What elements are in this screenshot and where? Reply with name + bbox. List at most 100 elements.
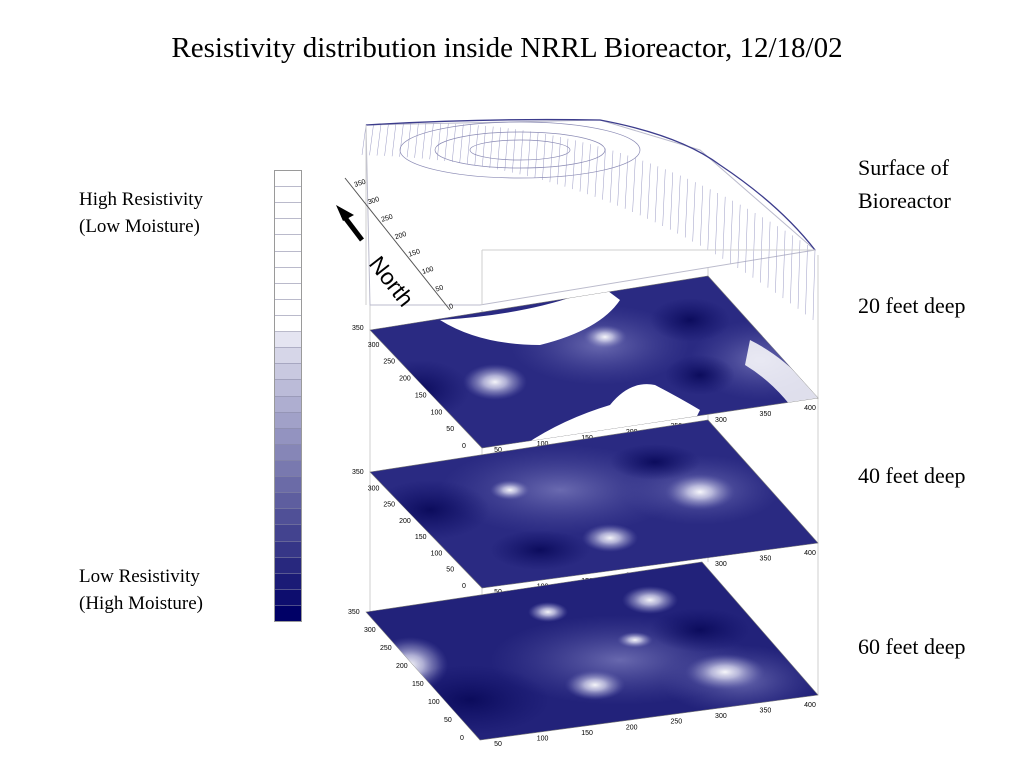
surface-mesh-line bbox=[587, 144, 591, 195]
surface-mesh-line bbox=[497, 127, 501, 170]
surface-mesh-line bbox=[451, 123, 457, 162]
layer40-x-tick: 300 bbox=[715, 561, 727, 568]
legend-low-line1: Low Resistivity bbox=[79, 566, 200, 587]
layer-40ft-map: 3503002502001501005005010015020025030035… bbox=[352, 419, 819, 596]
surface-axis-tick: 300 bbox=[367, 196, 380, 206]
surface-mesh-line bbox=[782, 230, 786, 299]
surface-mesh-line bbox=[609, 150, 614, 203]
page-title: Resistivity distribution inside NRRL Bio… bbox=[171, 32, 843, 64]
north-arrow-icon bbox=[336, 205, 364, 242]
layer20-y-tick: 350 bbox=[352, 325, 364, 332]
surface-axis-tick: 50 bbox=[435, 284, 445, 293]
layer40-y-tick: 100 bbox=[431, 550, 443, 557]
surface-axis-tick: 100 bbox=[421, 266, 434, 276]
layer40-y-tick: 0 bbox=[462, 583, 466, 590]
colorbar-step bbox=[275, 589, 301, 606]
colorbar-step bbox=[275, 187, 301, 204]
surface-mesh-line bbox=[737, 204, 741, 269]
layer40-y-tick: 250 bbox=[383, 502, 395, 509]
surface-mesh-line bbox=[436, 123, 442, 161]
surface-mesh-line bbox=[376, 124, 382, 156]
layer20-y-tick: 50 bbox=[446, 426, 454, 433]
colorbar-step bbox=[275, 267, 301, 284]
surface-mesh-line bbox=[767, 221, 771, 288]
surface-mesh-line bbox=[414, 123, 419, 158]
colorbar-step bbox=[275, 412, 301, 429]
colorbar-step bbox=[275, 315, 301, 333]
surface-mesh-line bbox=[812, 249, 816, 321]
surface-mesh-line bbox=[730, 200, 733, 264]
surface-mesh-line bbox=[722, 196, 726, 259]
layer-60ft-label: 60 feet deep bbox=[858, 634, 966, 659]
colorbar-step bbox=[275, 251, 301, 268]
surface-mesh-line bbox=[677, 175, 681, 234]
layer60-x-tick: 300 bbox=[715, 713, 727, 720]
colorbar-step bbox=[275, 460, 301, 478]
surface-mesh-line bbox=[527, 131, 531, 177]
layer60-x-tick: 100 bbox=[537, 735, 549, 742]
surface-mesh-line bbox=[797, 240, 801, 309]
legend-high-line1: High Resistivity bbox=[79, 189, 204, 210]
surface-axis-tick: 200 bbox=[394, 231, 407, 241]
layer60-x-tick: 50 bbox=[494, 741, 502, 748]
surface-mesh-line bbox=[654, 166, 659, 223]
colorbar-step bbox=[275, 203, 301, 220]
surface-mesh-line bbox=[805, 244, 808, 315]
surface-mesh-line bbox=[745, 208, 748, 273]
surface-axis-tick: 0 bbox=[448, 303, 454, 311]
layer40-x-tick: 350 bbox=[760, 556, 772, 563]
surface-mesh-line bbox=[775, 226, 778, 293]
surface-axis-tick: 250 bbox=[381, 214, 394, 224]
colorbar-step bbox=[275, 509, 301, 526]
layer60-y-tick: 150 bbox=[412, 681, 424, 688]
surface-mesh-line bbox=[572, 140, 576, 190]
surface-mesh bbox=[361, 118, 817, 321]
layer20-x-tick: 100 bbox=[537, 441, 549, 448]
layer-40ft-label: 40 feet deep bbox=[858, 463, 966, 488]
surface-mesh-line bbox=[617, 152, 621, 206]
surface-mesh-line bbox=[512, 129, 516, 173]
surface-mesh-line bbox=[692, 182, 696, 242]
layer60-y-tick: 0 bbox=[460, 735, 464, 742]
surface-label-line1: Surface of bbox=[858, 155, 950, 180]
legend-low-resistivity: Low Resistivity (High Moisture) bbox=[79, 563, 203, 617]
layer60-y-tick: 300 bbox=[364, 627, 376, 634]
surface-mesh-line bbox=[504, 128, 509, 171]
colorbar-step bbox=[275, 380, 301, 397]
surface-mesh-line bbox=[384, 123, 389, 156]
surface-label: Surface of Bioreactor bbox=[858, 151, 951, 217]
layer20-y-tick: 150 bbox=[415, 392, 427, 399]
surface-mesh-line bbox=[700, 185, 704, 246]
layer40-y-tick: 50 bbox=[446, 567, 454, 574]
surface-mesh-line bbox=[429, 123, 434, 160]
layer20-x-tick: 350 bbox=[760, 411, 772, 418]
surface-mesh-line bbox=[684, 178, 689, 238]
layer60-x-tick: 200 bbox=[626, 724, 638, 731]
colorbar-step bbox=[275, 541, 301, 558]
layer40-y-tick: 200 bbox=[399, 518, 411, 525]
layer20-y-tick: 200 bbox=[399, 376, 411, 383]
surface-mesh-line bbox=[361, 124, 367, 156]
surface-label-line2: Bioreactor bbox=[858, 188, 951, 213]
layer60-y-tick: 50 bbox=[444, 717, 452, 724]
layer40-x-tick: 400 bbox=[804, 550, 816, 557]
surface-mesh-line bbox=[459, 124, 464, 164]
surface-mesh-line bbox=[421, 123, 427, 159]
surface-mesh-line bbox=[602, 148, 606, 200]
layer20-y-tick: 0 bbox=[462, 443, 466, 450]
surface-mesh-line bbox=[662, 169, 666, 227]
surface-mesh-line bbox=[489, 126, 494, 168]
resistivity-colorbar bbox=[274, 170, 302, 622]
layer20-x-tick: 400 bbox=[804, 405, 816, 412]
surface-mesh-line bbox=[391, 123, 397, 157]
layer20-x-tick: 300 bbox=[715, 417, 727, 424]
layer-20ft-label: 20 feet deep bbox=[858, 293, 966, 318]
layer60-x-tick: 350 bbox=[760, 708, 772, 715]
surface-mesh-line bbox=[579, 142, 584, 192]
colorbar-step bbox=[275, 557, 301, 574]
surface-mesh-line bbox=[790, 235, 793, 304]
colorbar-step bbox=[275, 283, 301, 300]
colorbar-step bbox=[275, 299, 301, 316]
layer40-y-tick: 300 bbox=[368, 485, 380, 492]
